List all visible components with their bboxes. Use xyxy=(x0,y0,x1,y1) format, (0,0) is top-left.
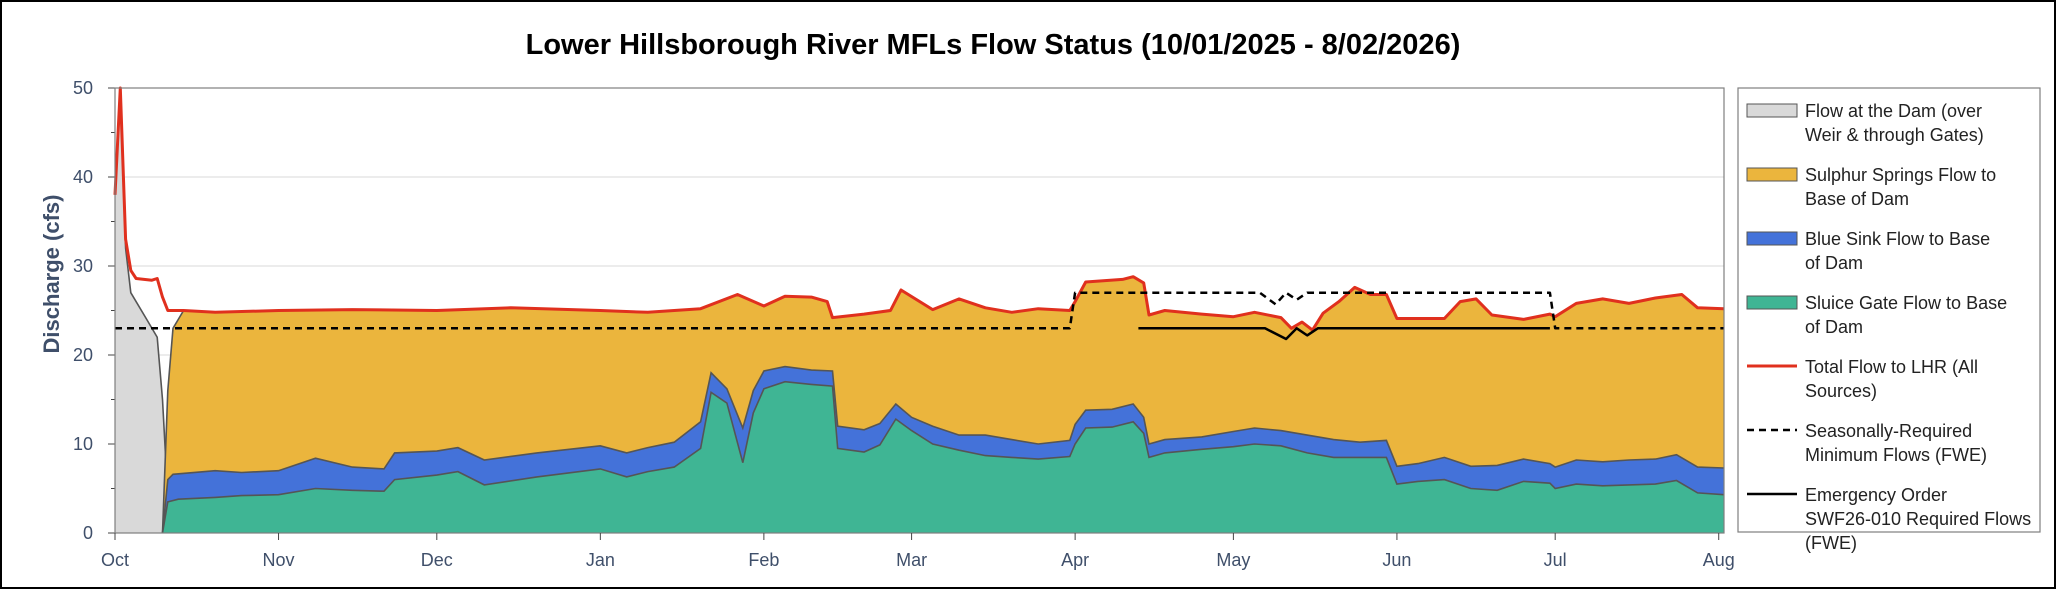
legend-label: Blue Sink Flow to Base of Dam xyxy=(1805,229,1990,273)
legend-swatch xyxy=(1746,295,1798,310)
x-tick-label: Dec xyxy=(421,550,453,570)
plot-border xyxy=(114,87,1725,534)
line-emergency-order-swf26-010-required-flows-fwe xyxy=(1138,327,1550,341)
y-tick-label: 30 xyxy=(73,256,93,276)
y-axis-label: Discharge (cfs) xyxy=(39,195,64,354)
y-tick-label: 40 xyxy=(73,167,93,187)
line-seasonally-required-minimum-flows-fwe xyxy=(115,291,1724,330)
legend-label: Flow at the Dam (over Weir & through Gate… xyxy=(1805,101,1984,145)
y-tick-label: 0 xyxy=(83,523,93,543)
x-tick-label: Jan xyxy=(586,550,615,570)
line-series xyxy=(113,86,1725,341)
x-tick-label: Feb xyxy=(748,550,779,570)
legend: Flow at the Dam (over Weir & through Gate… xyxy=(1737,87,2041,553)
x-tick-label: Jun xyxy=(1382,550,1411,570)
area-edge-blue-sink-flow-to-base-of-dam xyxy=(161,365,1725,534)
legend-label: Sluice Gate Flow to Base of Dam xyxy=(1805,293,2007,337)
line-total-flow-to-lhr-all-sources xyxy=(113,86,1725,332)
y-tick-label: 50 xyxy=(73,78,93,98)
legend-label: Seasonally-Required Minimum Flows (FWE) xyxy=(1805,421,1987,465)
x-tick-label: Nov xyxy=(263,550,295,570)
x-tick-label: Apr xyxy=(1061,550,1089,570)
legend-label: Total Flow to LHR (All Sources) xyxy=(1805,357,1978,401)
x-tick-label: Jul xyxy=(1544,550,1567,570)
chart-title: Lower Hillsborough River MFLs Flow Statu… xyxy=(526,29,1461,61)
legend-swatch xyxy=(1746,103,1798,118)
axes: 0 10 20 30 40 50 Oct Nov Dec Jan Feb Mar Apr May Jun Ju… xyxy=(73,78,1735,570)
legend-swatch xyxy=(1746,167,1798,182)
x-tick-label: May xyxy=(1216,550,1250,570)
y-tick-label: 10 xyxy=(73,434,93,454)
area-series xyxy=(114,87,1725,534)
y-tick-label: 20 xyxy=(73,345,93,365)
legend-box xyxy=(1737,87,2041,533)
x-tick-label: Mar xyxy=(896,550,927,570)
x-tick-label: Aug xyxy=(1703,550,1735,570)
area-sluice-gate-flow-to-base-of-dam xyxy=(162,381,1724,533)
x-tick-label: Oct xyxy=(101,550,129,570)
legend-label: Emergency Order SWF26-010 Required Flows(… xyxy=(1805,485,2031,553)
legend-swatch xyxy=(1746,231,1798,246)
area-flow-at-the-dam-over-weir-through-gates xyxy=(115,88,173,533)
area-edge-sluice-gate-flow-to-base-of-dam xyxy=(161,380,1725,534)
legend-label: Sulphur Springs Flow to Base of Dam xyxy=(1805,165,1996,209)
